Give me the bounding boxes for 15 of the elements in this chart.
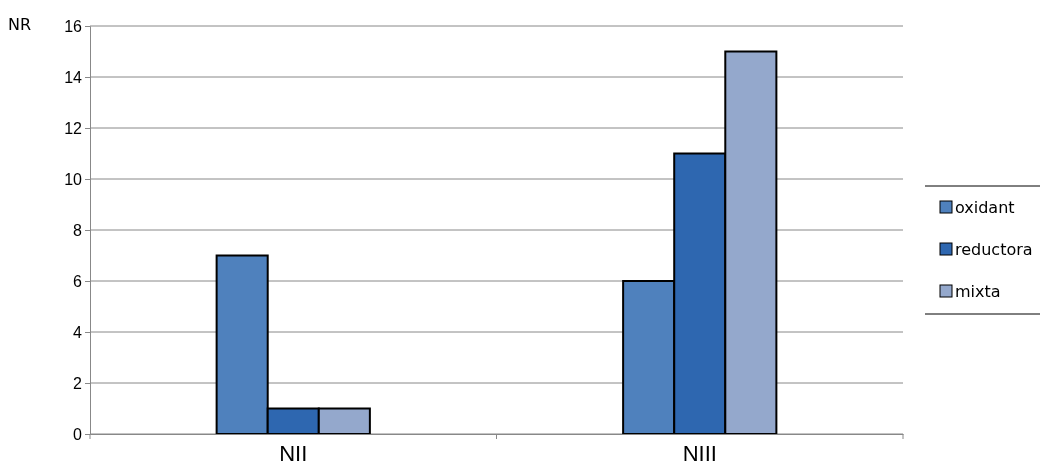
y-axis-title: NR xyxy=(8,15,32,34)
legend-label: reductora xyxy=(955,240,1033,259)
y-tick-label: 12 xyxy=(64,119,83,137)
y-tick-label: 8 xyxy=(73,221,83,239)
y-tick-label: 2 xyxy=(73,374,83,392)
y-tick-label: 14 xyxy=(64,68,83,86)
y-tick-label: 6 xyxy=(73,272,83,290)
y-tick-label: 4 xyxy=(73,323,83,341)
y-tick-label: 10 xyxy=(64,170,83,188)
x-tick-label: NII xyxy=(279,441,308,467)
y-tick-label: 16 xyxy=(64,17,83,35)
x-tick-label: NIII xyxy=(682,441,717,467)
legend-label: mixta xyxy=(955,282,1001,301)
y-tick-label: 0 xyxy=(73,425,83,443)
legend-label: oxidant xyxy=(955,198,1015,217)
